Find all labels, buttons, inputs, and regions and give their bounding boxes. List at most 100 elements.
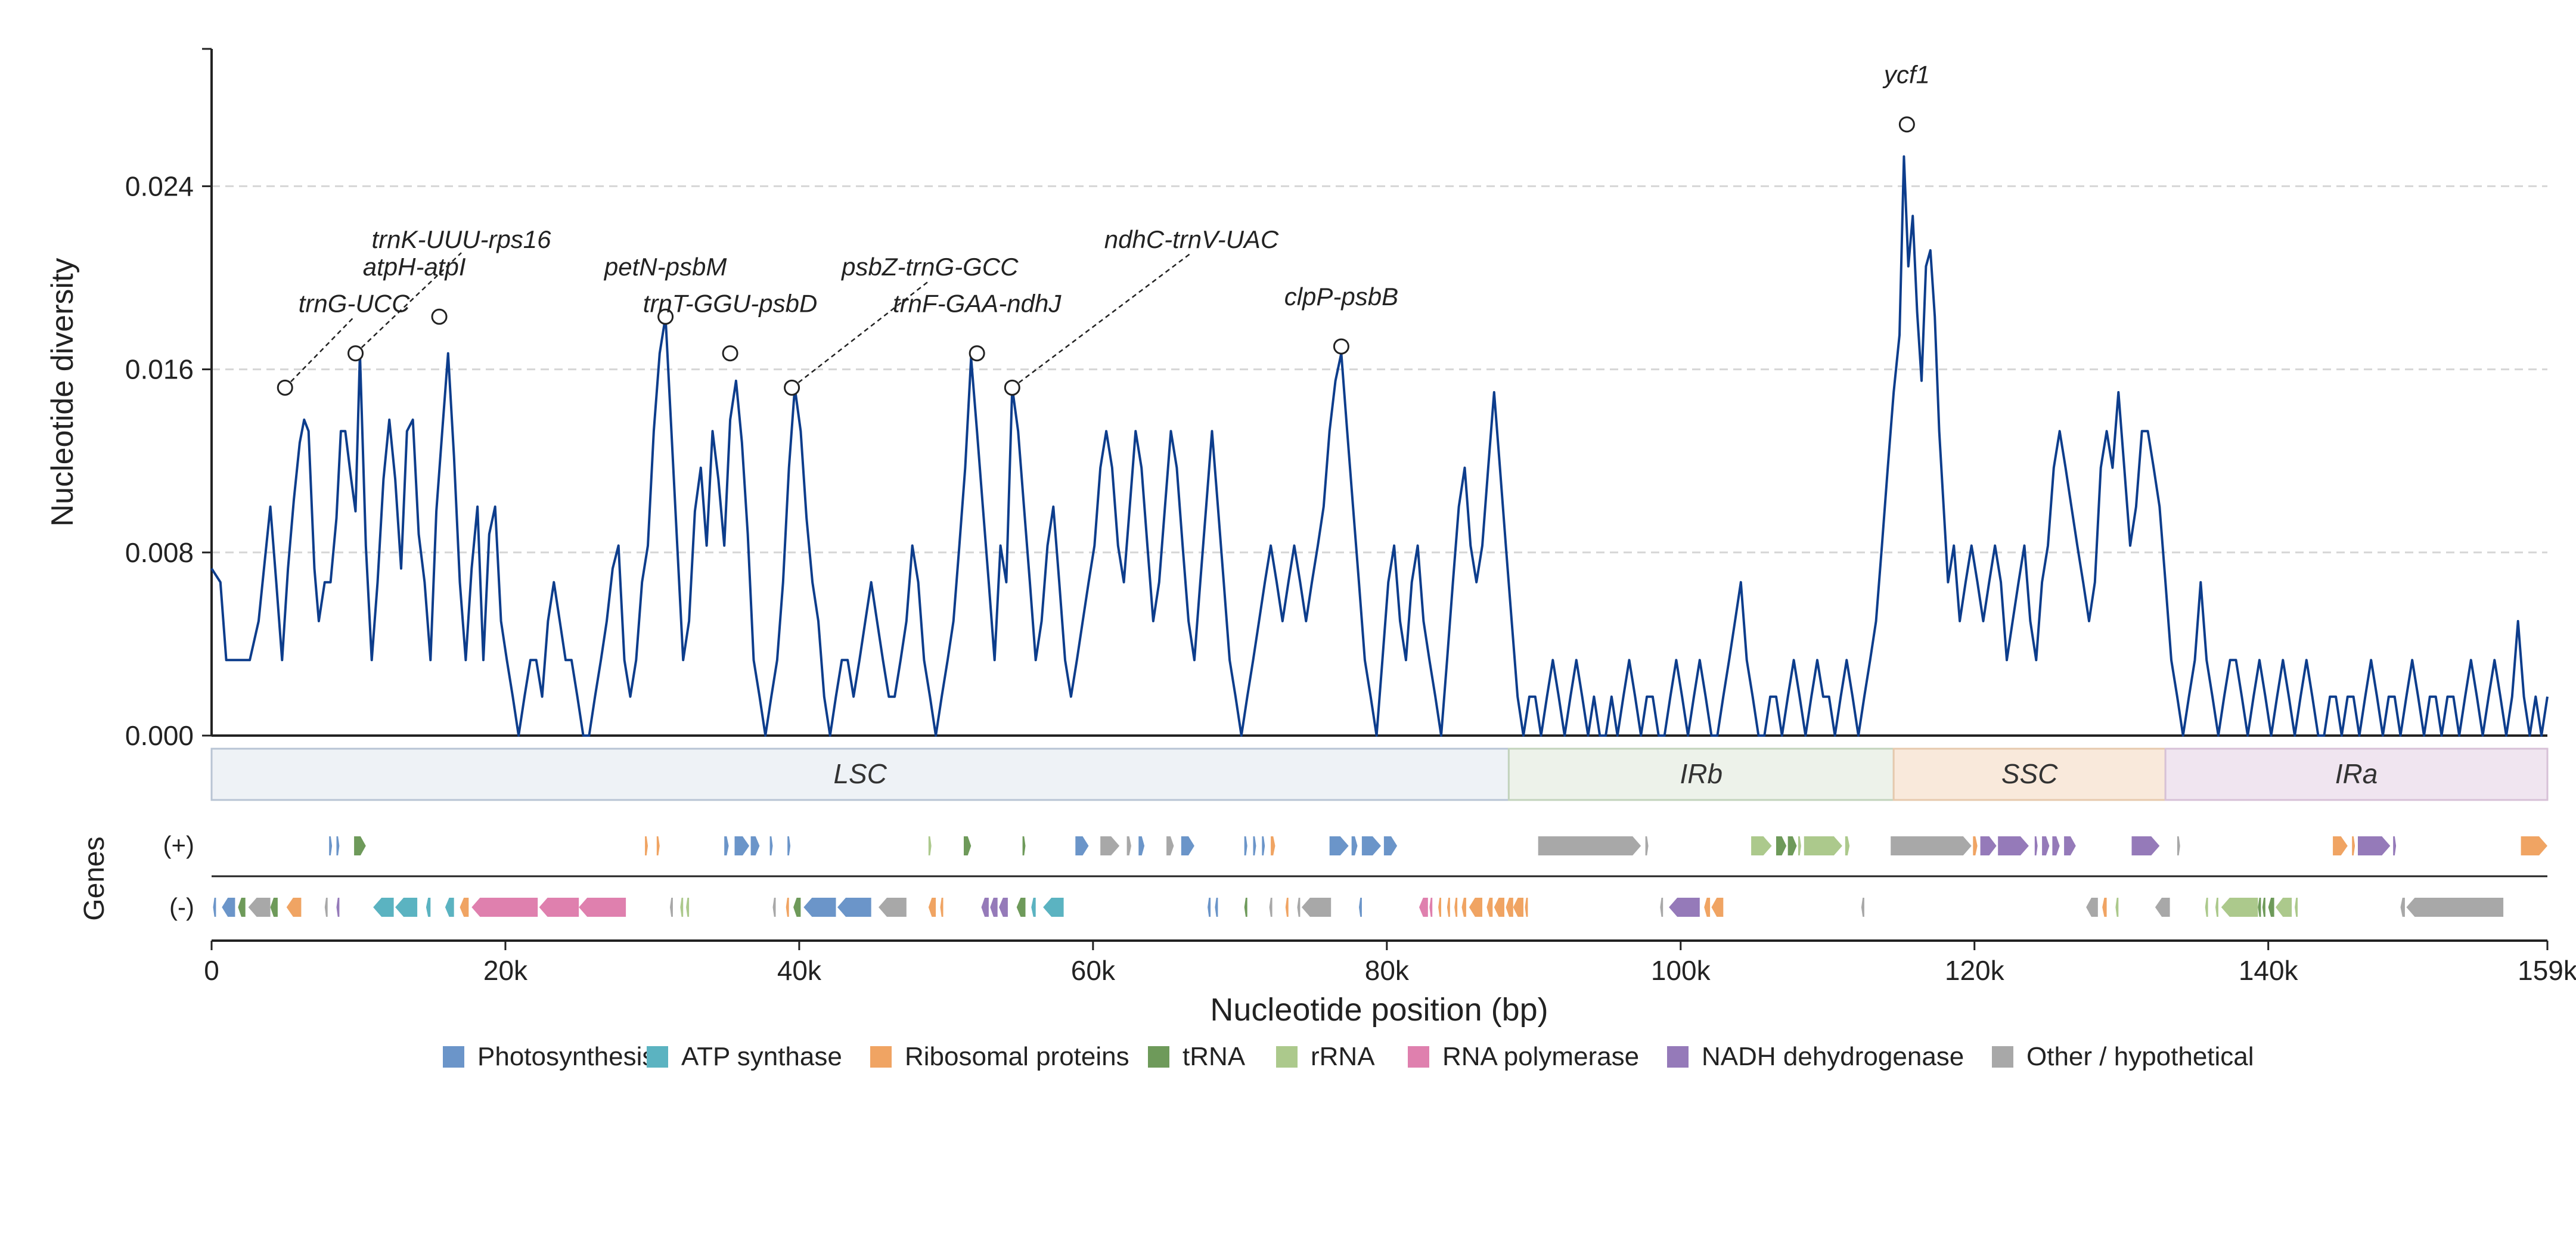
annotation-label: trnT-GGU-psbD <box>643 290 818 318</box>
plus-strand-gene <box>787 836 791 855</box>
minus-strand-gene <box>1525 898 1528 917</box>
plus-strand-gene <box>2358 836 2391 855</box>
plus-strand-gene <box>1804 836 1842 855</box>
plus-strand-gene <box>1891 836 1972 855</box>
minus-strand-gene <box>1711 898 1724 917</box>
minus-strand-gene <box>999 898 1008 917</box>
legend-swatch <box>443 1046 464 1068</box>
minus-strand-gene <box>1447 898 1450 917</box>
minus-strand-gene <box>2102 898 2107 917</box>
minus-strand-gene <box>2155 898 2170 917</box>
genome-regions-track: LSC IRb SSC IRa <box>210 748 2549 801</box>
plus-strand-gene <box>1075 836 1089 855</box>
plus-strand-gene <box>750 836 760 855</box>
peak-marker <box>969 345 985 362</box>
region-band <box>1892 748 2167 801</box>
plus-strand-gene <box>1845 836 1850 855</box>
y-tick-label: 0.000 <box>125 720 194 751</box>
minus-strand-label: (-) <box>169 893 194 921</box>
minus-strand-gene <box>1215 898 1218 917</box>
minus-strand-gene <box>2221 898 2258 917</box>
peak-marker <box>347 345 364 362</box>
plus-strand-gene <box>1361 836 1381 855</box>
legend-swatch <box>647 1046 668 1068</box>
minus-strand-gene <box>1208 898 1211 917</box>
annotation-label: ycf1 <box>1882 61 1930 89</box>
x-tick-label: 100k <box>1651 955 1711 986</box>
plus-strand-gene <box>329 836 333 855</box>
annotation-label: psbZ-trnG-GCC <box>840 253 1019 281</box>
minus-strand-gene <box>324 898 328 917</box>
plus-strand-gene <box>1751 836 1772 855</box>
minus-strand-gene <box>928 898 936 917</box>
peak-marker <box>1004 379 1020 396</box>
plus-strand-gene <box>1253 836 1256 855</box>
minus-strand-gene <box>2276 898 2292 917</box>
x-tick-label: 140k <box>2239 955 2299 986</box>
legend-label: tRNA <box>1183 1042 1246 1071</box>
plus-strand-gene <box>2042 836 2050 855</box>
minus-strand-gene <box>2115 898 2119 917</box>
plus-strand-gene <box>1022 836 1026 855</box>
x-tick-label: 80k <box>1365 955 1410 986</box>
legend-label: ATP synthase <box>681 1042 842 1071</box>
peak-marker <box>277 379 293 396</box>
minus-strand-gene <box>1494 898 1504 917</box>
minus-strand-gene <box>2258 898 2261 917</box>
genes-label: Genes <box>79 836 110 920</box>
minus-strand-gene <box>395 898 418 917</box>
plus-strand-gene <box>336 836 340 855</box>
plus-strand-label: (+) <box>163 831 195 859</box>
plus-strand-gene <box>1798 836 1801 855</box>
minus-strand-gene <box>990 898 998 917</box>
minus-strand-gene <box>471 898 538 917</box>
minus-strand-gene <box>1359 898 1362 917</box>
minus-strand-gene <box>426 898 431 917</box>
x-axis: 0 20k 40k 60k 80k 100k 120k 140k 159k <box>204 939 2576 986</box>
plus-strand-genes <box>329 836 2547 855</box>
plus-strand-gene <box>1776 836 1787 855</box>
minus-strand-genes <box>213 898 2504 917</box>
plus-strand-gene <box>656 836 660 855</box>
minus-strand-gene <box>1031 898 1036 917</box>
minus-strand-gene <box>1269 898 1273 917</box>
plus-strand-gene <box>2393 836 2397 855</box>
annotation-label: petN-psbM <box>603 253 727 281</box>
y-tick-label: 0.024 <box>125 170 194 201</box>
minus-strand-gene <box>2406 898 2504 917</box>
annotation-label: trnK-UUU-rps16 <box>371 225 551 253</box>
minus-strand-gene <box>445 898 454 917</box>
legend-label: NADH dehydrogenase <box>1702 1042 1964 1071</box>
plus-strand-gene <box>1181 836 1194 855</box>
plus-strand-gene <box>1383 836 1398 855</box>
legend-swatch <box>1408 1046 1429 1068</box>
plus-strand-gene <box>2034 836 2038 855</box>
y-axis-label: Nucleotide diversity <box>45 258 80 527</box>
plus-strand-gene <box>1166 836 1174 855</box>
minus-strand-gene <box>238 898 246 917</box>
annotation-label: trnF-GAA-ndhJ <box>893 290 1062 318</box>
minus-strand-gene <box>1461 898 1466 917</box>
plus-strand-gene <box>2131 836 2160 855</box>
peak-marker <box>657 308 674 325</box>
minus-strand-gene <box>837 898 871 917</box>
minus-strand-gene <box>981 898 989 917</box>
plus-strand-gene <box>1126 836 1131 855</box>
minus-strand-gene <box>1301 898 1332 917</box>
minus-strand-gene <box>1438 898 1441 917</box>
plus-strand-gene <box>1787 836 1797 855</box>
x-axis-label: Nucleotide position (bp) <box>1210 992 1548 1028</box>
legend-label: Other / hypothetical <box>2026 1042 2254 1071</box>
annotation-label: atpH-atpI <box>363 253 466 281</box>
minus-strand-gene <box>270 898 278 917</box>
minus-strand-gene <box>1660 898 1663 917</box>
plus-strand-gene <box>1538 836 1641 855</box>
minus-strand-gene <box>2205 898 2208 917</box>
plus-strand-gene <box>645 836 648 855</box>
plus-strand-gene <box>2521 836 2547 855</box>
x-tick-label: 40k <box>777 955 822 986</box>
legend-label: Ribosomal proteins <box>905 1042 1129 1071</box>
minus-strand-gene <box>670 898 673 917</box>
